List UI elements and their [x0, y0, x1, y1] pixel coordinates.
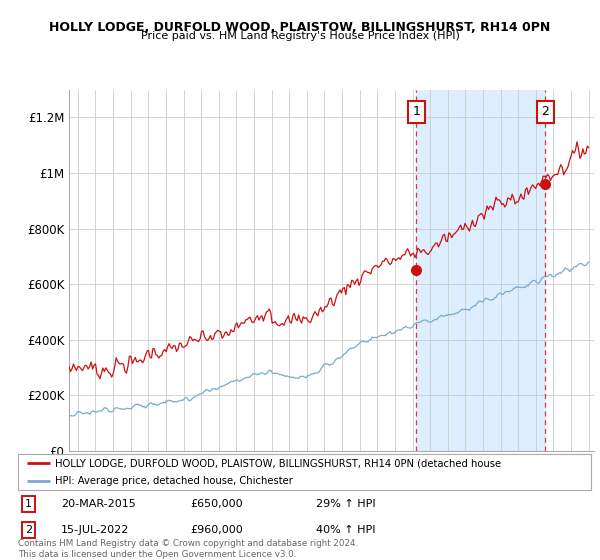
Text: 2: 2: [25, 525, 32, 535]
Text: 20-MAR-2015: 20-MAR-2015: [61, 499, 136, 509]
Text: HOLLY LODGE, DURFOLD WOOD, PLAISTOW, BILLINGSHURST, RH14 0PN: HOLLY LODGE, DURFOLD WOOD, PLAISTOW, BIL…: [49, 21, 551, 34]
Text: 40% ↑ HPI: 40% ↑ HPI: [316, 525, 376, 535]
Bar: [416, 90, 545, 451]
Text: 2: 2: [541, 105, 550, 118]
Text: £650,000: £650,000: [190, 499, 242, 509]
Text: £960,000: £960,000: [190, 525, 242, 535]
Text: 29% ↑ HPI: 29% ↑ HPI: [316, 499, 376, 509]
Text: 1: 1: [25, 499, 32, 509]
Text: 1: 1: [412, 105, 421, 118]
Text: Contains HM Land Registry data © Crown copyright and database right 2024.
This d: Contains HM Land Registry data © Crown c…: [18, 539, 358, 559]
Text: HPI: Average price, detached house, Chichester: HPI: Average price, detached house, Chic…: [55, 476, 293, 486]
Text: HOLLY LODGE, DURFOLD WOOD, PLAISTOW, BILLINGSHURST, RH14 0PN (detached house: HOLLY LODGE, DURFOLD WOOD, PLAISTOW, BIL…: [55, 459, 502, 468]
Text: 15-JUL-2022: 15-JUL-2022: [61, 525, 130, 535]
Text: Price paid vs. HM Land Registry's House Price Index (HPI): Price paid vs. HM Land Registry's House …: [140, 31, 460, 41]
